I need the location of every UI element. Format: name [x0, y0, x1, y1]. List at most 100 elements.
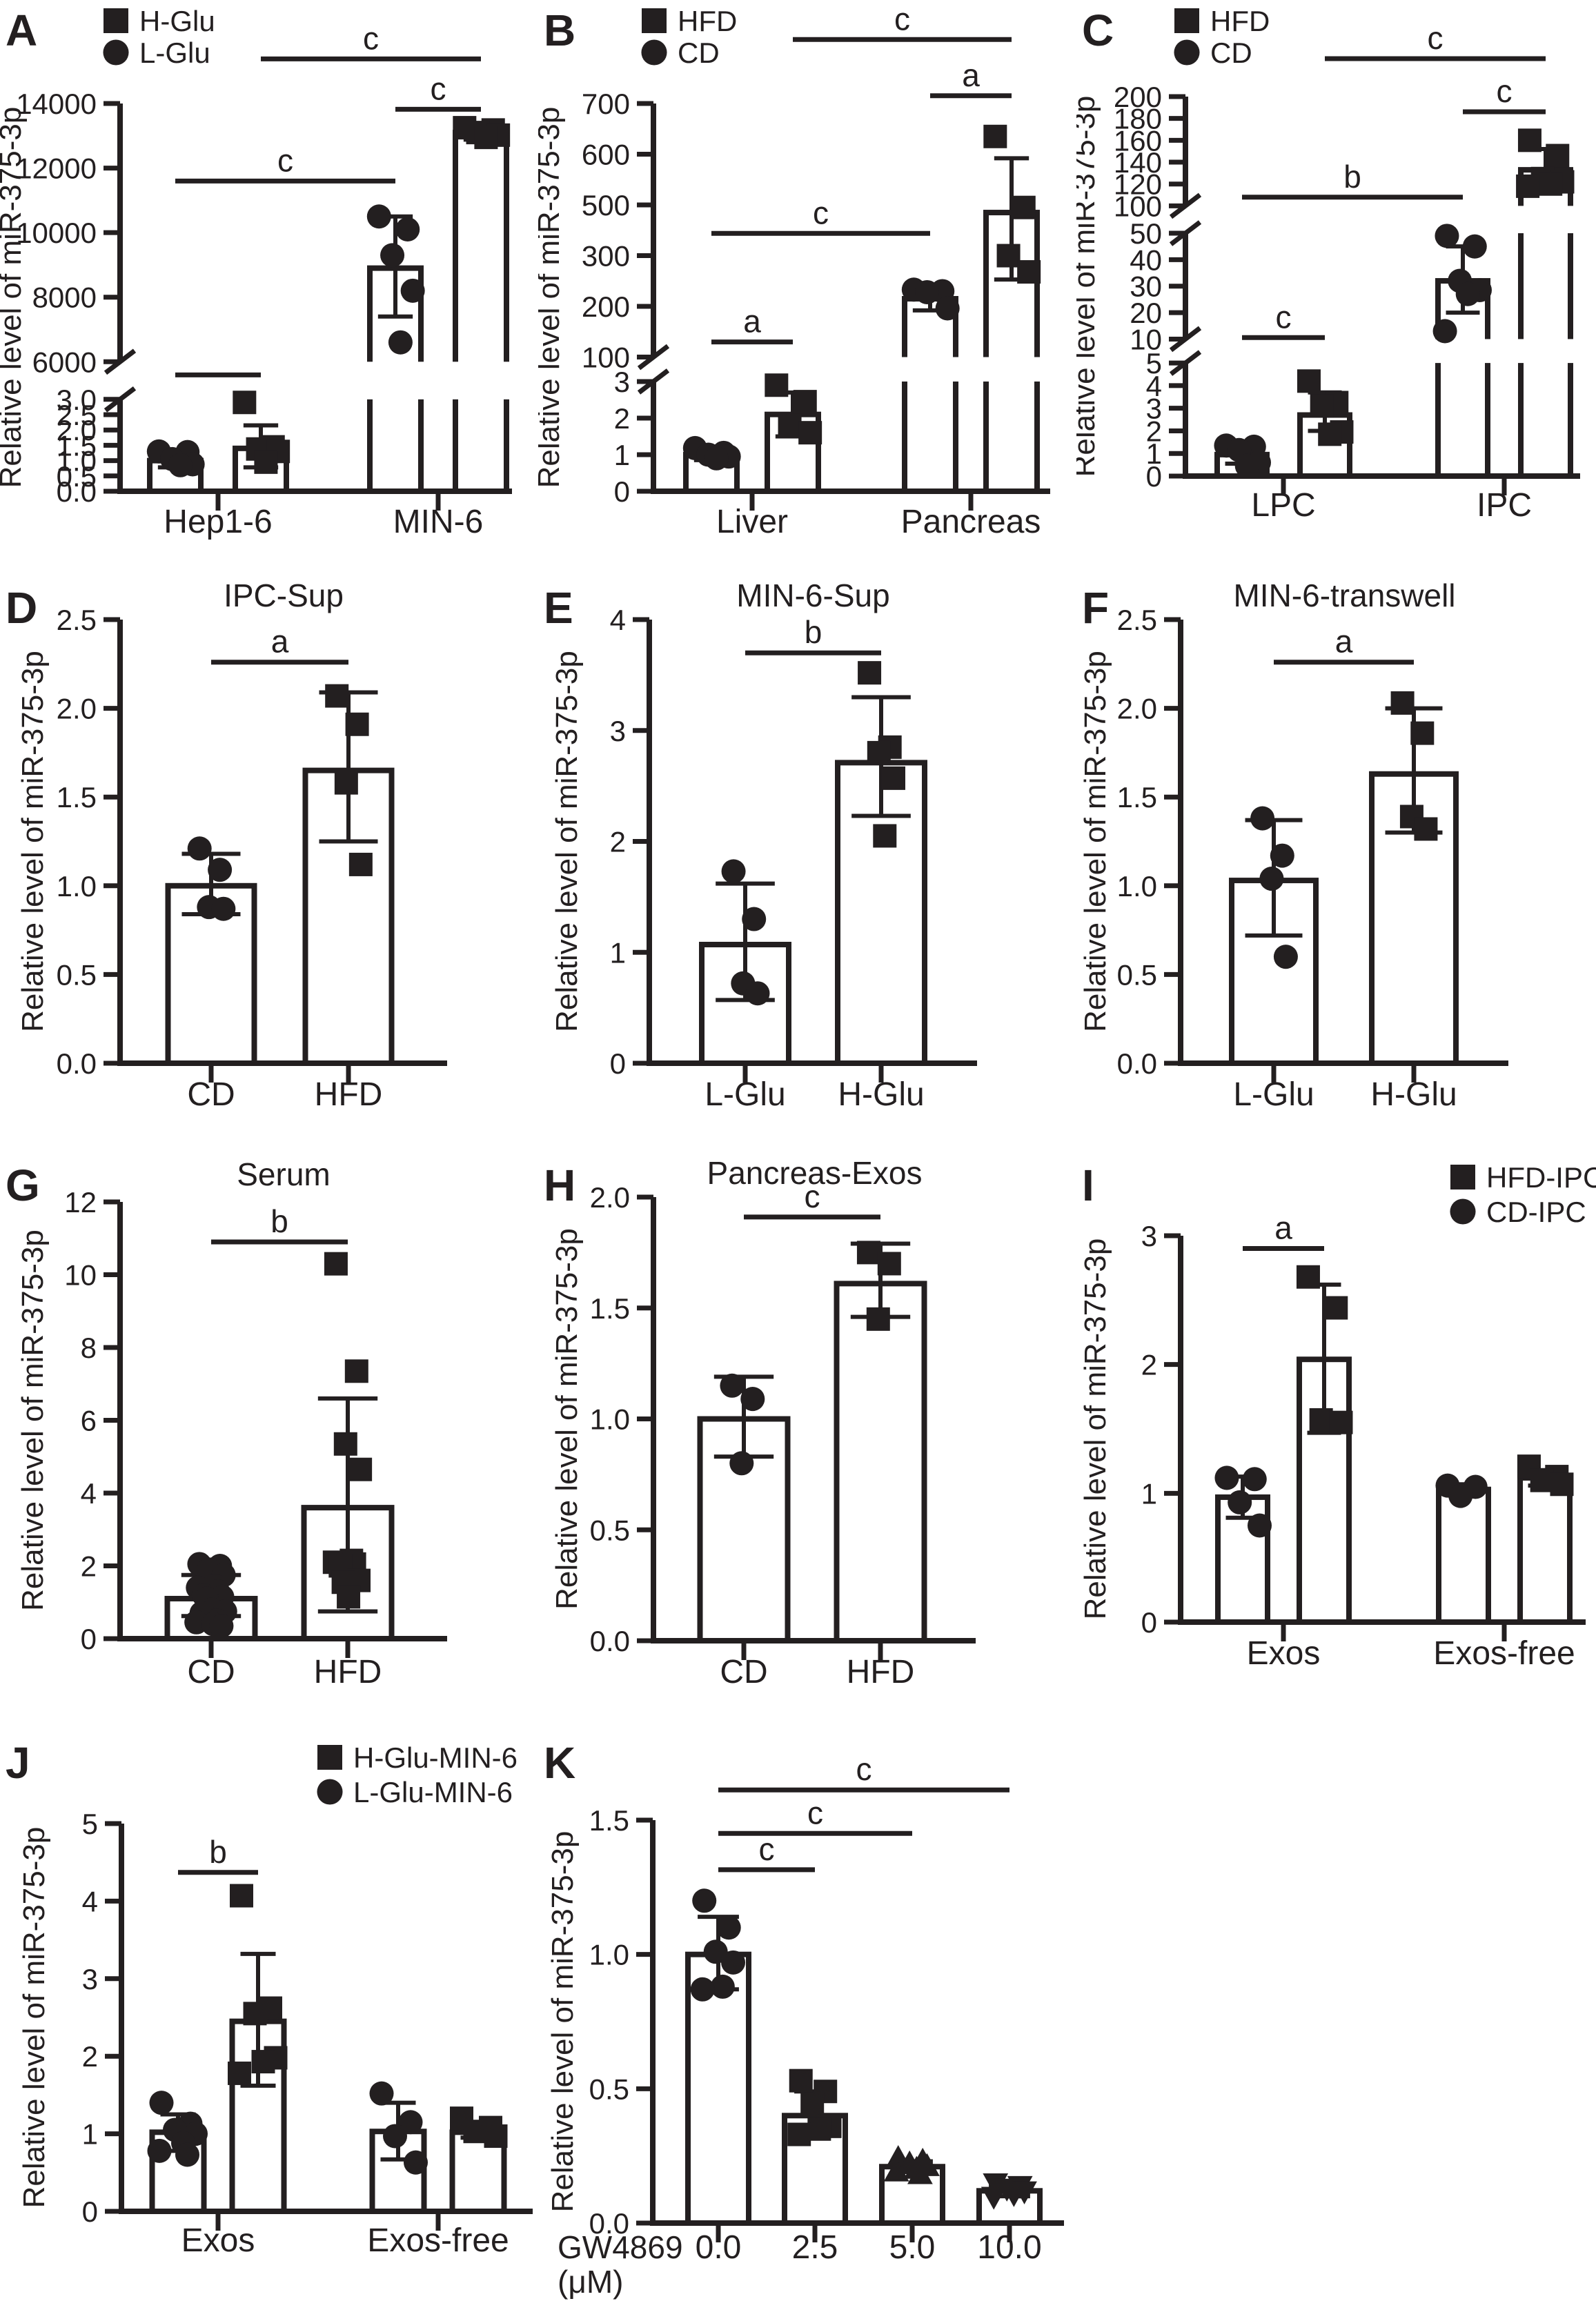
square-marker-icon: [1539, 172, 1563, 196]
circle-marker-icon: [1462, 234, 1487, 259]
y-axis-title: Relative level of miR-375-3p: [17, 1827, 51, 2209]
y-axis-title: Relative level of miR-375-3p: [1078, 651, 1112, 1032]
y-tick-label: 3: [1141, 1220, 1157, 1252]
y-tick-label: 4: [81, 1477, 97, 1510]
square-marker-icon: [856, 1241, 880, 1265]
panel-A: 0.0 0.5 1.0 1.5 2.0 2.5 3.0 6000 8000 10000 12000 1…: [0, 0, 538, 578]
y-tick-label: 2.0: [57, 414, 97, 446]
y-tick-label: 2.0: [57, 693, 97, 725]
square-marker-icon: [228, 2061, 251, 2085]
y-axis-title: Relative level of miR-375-3p: [16, 1230, 50, 1611]
y-tick-label: 2.0: [590, 1181, 630, 1214]
category-label: CD: [187, 1076, 235, 1113]
tri-down-marker-icon: [981, 2186, 1007, 2210]
y-tick-label: 1.5: [57, 781, 97, 813]
square-marker-icon: [474, 126, 498, 150]
y-tick-label: 3: [610, 715, 626, 747]
y-tick-label: 6000: [32, 346, 97, 378]
panel-letter: E: [544, 583, 573, 633]
category-label: Liver: [716, 504, 788, 540]
y-tick-label: 1: [82, 2118, 98, 2151]
y-tick-label: 300: [582, 240, 630, 273]
circle-marker-icon: [1214, 1465, 1239, 1490]
panel-H: 0.0 0.5 1.0 1.5 2.0 CD HFD c Pancreas-Exos Relati…: [538, 1155, 1076, 1732]
y-tick-label: 600: [582, 139, 630, 171]
y-axis-title: Relative level of miR-375-3p: [0, 107, 28, 488]
panel-G: 0 2 4 6 8 10 12 CD HFD b Serum Relative level of mi…: [0, 1155, 538, 1732]
legend-item-label: H-Glu-MIN-6: [353, 1741, 518, 1774]
panel-F-chart: 0.0 0.5 1.0 1.5 2.0 2.5 L-Glu H-Glu a MIN-6-trans…: [1078, 578, 1508, 1113]
significance-label: c: [1428, 20, 1444, 56]
y-tick-label: 0.5: [57, 958, 97, 991]
circle-marker-icon: [149, 2091, 174, 2115]
circle-marker-icon: [403, 2150, 428, 2175]
x-axis-title: GW4869: [558, 2229, 683, 2265]
circle-marker-icon: [168, 453, 193, 477]
panel-letter: I: [1082, 1161, 1094, 1210]
y-tick-label: 3.0: [57, 384, 97, 416]
y-tick-label: 1: [614, 439, 630, 471]
panel-letter: K: [544, 1738, 575, 1788]
bar-H-HFD-HFD: [834, 1281, 927, 1643]
square-marker-icon: [1017, 260, 1041, 284]
square-marker-icon: [337, 1585, 361, 1609]
axis-break-icon: [637, 344, 670, 371]
y-tick-label: 1.0: [590, 1403, 630, 1436]
significance-label: c: [759, 1831, 775, 1867]
category-label: CD: [720, 1654, 767, 1690]
panel-A-chart: 0.00.51.01.52.02.53.0 6000 8000 10000 12000 1…: [0, 5, 512, 540]
square-marker-icon: [243, 2002, 267, 2026]
legend-item-label: CD-IPC: [1486, 1196, 1586, 1228]
circle-marker-icon: [366, 204, 391, 229]
y-tick-label: 3: [614, 366, 630, 398]
square-marker-icon: [324, 1252, 348, 1276]
y-tick-label: 0.0: [590, 1625, 630, 1657]
square-marker-icon: [1174, 8, 1199, 33]
square-marker-icon: [765, 373, 789, 397]
circle-marker-icon: [1242, 1467, 1267, 1492]
category-label: 2.5: [792, 2229, 838, 2266]
circle-marker-icon: [1450, 1198, 1476, 1225]
panel-K: 0.0 0.5 1.0 1.5 0.0 2.5 5.0 10.0 c c c Relative lev…: [538, 1732, 1104, 2310]
y-tick-label: 12000: [16, 152, 97, 185]
square-marker-icon: [866, 1307, 890, 1331]
panel-I: 0 1 2 3 Exos Exos-free a HFD-IPC CD-IPC Relative …: [1076, 1155, 1596, 1732]
significance-label: c: [431, 70, 446, 106]
legend-item-label: CD: [678, 37, 720, 69]
circle-marker-icon: [1247, 1513, 1272, 1538]
y-axis-title: Relative level of miR-375-3p: [16, 651, 50, 1032]
y-tick-label: 0.5: [57, 460, 97, 493]
circle-marker-icon: [710, 1974, 735, 1999]
square-marker-icon: [254, 450, 278, 474]
circle-marker-icon: [398, 2110, 423, 2135]
significance-label: b: [1343, 159, 1361, 195]
y-tick-label: 2: [1146, 415, 1162, 447]
square-marker-icon: [787, 2122, 811, 2146]
category-label: IPC: [1477, 487, 1532, 524]
square-marker-icon: [1530, 1468, 1554, 1492]
panel-B: 0 1 2 3 100 200 300 500 600 700 Liver Pancreas a c a c H…: [532, 0, 1076, 578]
significance-label: a: [271, 624, 289, 660]
square-marker-icon: [789, 2069, 813, 2093]
category-label: Pancreas: [901, 504, 1041, 540]
axis-break-band: [657, 357, 1050, 382]
square-marker-icon: [344, 1359, 368, 1383]
y-tick-label: 5: [82, 1808, 98, 1840]
bar-B-Pancreas-CD: [902, 296, 958, 494]
square-marker-icon: [1329, 1410, 1353, 1434]
y-tick-label: 0: [81, 1623, 97, 1655]
panel-title: Pancreas-Exos: [707, 1155, 923, 1191]
significance-label: c: [1497, 73, 1513, 109]
y-tick-label: 100: [582, 342, 630, 374]
category-label: HFD: [847, 1654, 915, 1690]
axis-break-band: [1189, 339, 1580, 364]
circle-marker-icon: [400, 278, 425, 303]
category-label: MIN-6: [393, 504, 484, 540]
circle-marker-icon: [1455, 282, 1480, 306]
y-tick-label: 10: [64, 1259, 97, 1292]
panel-title: MIN-6-transwell: [1233, 578, 1455, 613]
legend-item-label: HFD: [678, 5, 737, 37]
circle-marker-icon: [1273, 945, 1298, 969]
